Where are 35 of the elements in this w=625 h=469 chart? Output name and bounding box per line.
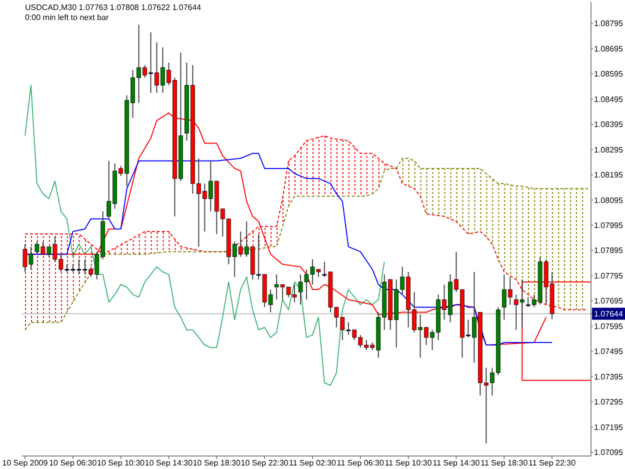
- y-tick-label: 1.07595: [594, 322, 624, 331]
- x-tick-label: 11 Sep 22:30: [528, 458, 576, 468]
- line-series: [24, 158, 589, 330]
- y-tick-label: 1.08795: [594, 19, 624, 28]
- y-tick-label: 1.07895: [594, 246, 624, 256]
- y-tick-label: 1.07795: [594, 271, 624, 280]
- x-tick-label: 11 Sep 10:30: [384, 458, 432, 468]
- y-tick-label: 1.08595: [594, 70, 624, 79]
- y-tick-label: 1.07195: [594, 422, 624, 432]
- x-tick-label: 11 Sep 02:30: [288, 458, 337, 468]
- y-tick-label: 1.07395: [594, 372, 624, 382]
- y-tick-label: 1.07695: [594, 296, 624, 306]
- y-tick-label: 1.08195: [594, 170, 624, 180]
- y-tick-label: 1.08695: [594, 44, 624, 54]
- x-tick-label: 11 Sep 14:30: [432, 458, 480, 468]
- y-tick-label: 1.07295: [594, 398, 624, 407]
- y-tick-label: 1.08495: [594, 94, 624, 104]
- y-tick-label: 1.08295: [594, 145, 624, 154]
- x-tick-label: 10 Sep 10:30: [97, 458, 146, 468]
- x-tick-label: 10 Sep 14:30: [144, 458, 194, 468]
- x-tick-label: 11 Sep 18:30: [480, 458, 528, 468]
- ref-line-label: 1.07644: [594, 310, 624, 319]
- text: 0:00 min left to next bar: [25, 13, 109, 23]
- x-tick-label: 10 Sep 18:30: [192, 458, 241, 468]
- x-tick-label: 11 Sep 06:30: [336, 458, 384, 468]
- x-tick-label: 10 Sep 2009: [2, 458, 48, 468]
- y-tick-label: 1.07095: [594, 448, 624, 458]
- y-tick-label: 1.08095: [594, 196, 624, 205]
- x-tick-label: 10 Sep 22:30: [240, 458, 289, 468]
- y-tick-label: 1.07495: [594, 347, 624, 356]
- x-tick-label: 10 Sep 06:30: [49, 458, 98, 468]
- y-tick-label: 1.07995: [594, 221, 624, 230]
- line-series: [24, 84, 385, 386]
- y-tick-label: 1.08395: [594, 120, 624, 130]
- chart-title: USDCAD,M30 1.07763 1.07808 1.07622 1.07644: [25, 3, 202, 13]
